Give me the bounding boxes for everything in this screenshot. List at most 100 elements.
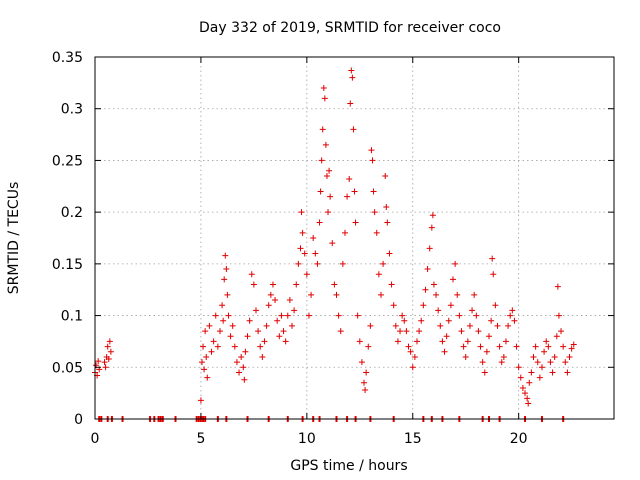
y-tick-label: 0.05 bbox=[52, 360, 83, 376]
data-point bbox=[498, 359, 505, 366]
data-point bbox=[248, 271, 255, 278]
data-point bbox=[347, 100, 354, 107]
data-point bbox=[225, 312, 232, 319]
data-point bbox=[489, 255, 496, 262]
data-point bbox=[435, 307, 442, 314]
data-point bbox=[538, 364, 545, 371]
data-point bbox=[384, 219, 391, 226]
data-point bbox=[102, 364, 109, 371]
data-point bbox=[490, 271, 497, 278]
data-point bbox=[305, 312, 312, 319]
data-point bbox=[509, 307, 516, 314]
data-point bbox=[333, 291, 340, 298]
data-point bbox=[511, 317, 518, 324]
data-point bbox=[200, 343, 207, 350]
data-point bbox=[418, 317, 425, 324]
data-point bbox=[358, 359, 365, 366]
data-point bbox=[515, 364, 522, 371]
data-point bbox=[543, 338, 550, 345]
data-point bbox=[486, 333, 493, 340]
data-point bbox=[257, 343, 264, 350]
data-point bbox=[286, 297, 293, 304]
data-point bbox=[526, 379, 533, 386]
x-tick-label: 5 bbox=[196, 431, 205, 447]
data-point bbox=[564, 369, 571, 376]
data-point bbox=[558, 328, 565, 335]
data-point bbox=[233, 359, 240, 366]
data-point bbox=[236, 369, 243, 376]
data-point bbox=[403, 328, 410, 335]
data-point bbox=[426, 245, 433, 252]
data-point bbox=[293, 281, 300, 288]
data-point bbox=[496, 343, 503, 350]
data-point bbox=[325, 209, 332, 216]
data-point bbox=[443, 333, 450, 340]
data-point bbox=[388, 281, 395, 288]
data-point bbox=[447, 302, 454, 309]
data-point bbox=[525, 400, 532, 407]
data-point bbox=[301, 250, 308, 257]
data-point bbox=[220, 317, 227, 324]
data-point bbox=[424, 266, 431, 273]
data-point bbox=[365, 343, 372, 350]
data-point bbox=[255, 328, 262, 335]
data-point bbox=[284, 312, 291, 319]
x-tick-label: 0 bbox=[91, 431, 100, 447]
x-axis-label: GPS time / hours bbox=[290, 458, 407, 474]
data-point bbox=[450, 276, 457, 283]
data-point bbox=[488, 317, 495, 324]
data-point bbox=[327, 193, 334, 200]
data-point bbox=[407, 348, 414, 355]
x-tick-label: 10 bbox=[298, 431, 316, 447]
data-point bbox=[252, 307, 259, 314]
data-point bbox=[105, 356, 112, 363]
data-point bbox=[289, 322, 296, 329]
data-point bbox=[272, 297, 279, 304]
data-point bbox=[554, 283, 561, 290]
data-point bbox=[263, 322, 270, 329]
data-point bbox=[299, 229, 306, 236]
data-point bbox=[541, 348, 548, 355]
data-point bbox=[445, 317, 452, 324]
data-point bbox=[197, 397, 204, 404]
data-point bbox=[265, 302, 272, 309]
data-point bbox=[259, 353, 266, 360]
data-point bbox=[240, 364, 247, 371]
data-point bbox=[274, 317, 281, 324]
data-point bbox=[369, 157, 376, 164]
data-point bbox=[291, 307, 298, 314]
data-point bbox=[460, 343, 467, 350]
grid-layer bbox=[95, 57, 614, 419]
data-point bbox=[471, 291, 478, 298]
data-point bbox=[214, 343, 221, 350]
data-point bbox=[382, 172, 389, 179]
data-point bbox=[430, 281, 437, 288]
data-point bbox=[416, 328, 423, 335]
data-point bbox=[224, 291, 231, 298]
data-point bbox=[323, 172, 330, 179]
data-point bbox=[422, 286, 429, 293]
data-point bbox=[314, 260, 321, 267]
data-point bbox=[519, 384, 526, 391]
data-point bbox=[104, 343, 111, 350]
data-point bbox=[507, 312, 514, 319]
data-point bbox=[331, 281, 338, 288]
data-point bbox=[551, 353, 558, 360]
data-point bbox=[397, 328, 404, 335]
data-point bbox=[202, 328, 209, 335]
data-point bbox=[206, 322, 213, 329]
data-point bbox=[337, 328, 344, 335]
data-point bbox=[454, 291, 461, 298]
data-point bbox=[231, 343, 238, 350]
data-point bbox=[198, 359, 205, 366]
data-point bbox=[530, 353, 537, 360]
data-point bbox=[297, 245, 304, 252]
data-point bbox=[441, 348, 448, 355]
data-point bbox=[95, 358, 102, 365]
data-point bbox=[481, 369, 488, 376]
data-point bbox=[346, 176, 353, 183]
data-point bbox=[212, 312, 219, 319]
data-point bbox=[428, 224, 435, 231]
data-point bbox=[469, 307, 476, 314]
data-point bbox=[383, 203, 390, 210]
